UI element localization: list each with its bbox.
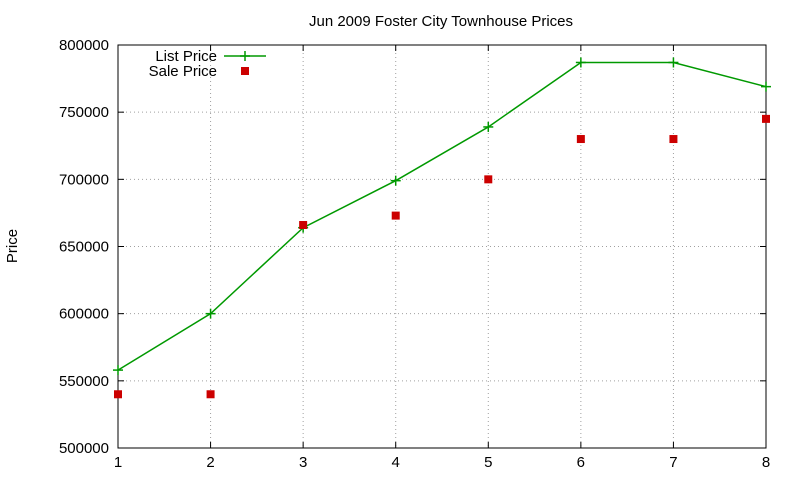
y-tick-label: 600000	[59, 306, 109, 323]
y-tick-label: 750000	[59, 104, 109, 121]
legend-sample-list-price	[224, 51, 266, 61]
legend-marker-sale-price	[241, 67, 249, 75]
legend-sample-sale-price	[241, 67, 249, 75]
x-tick-label: 7	[669, 454, 677, 471]
legend-marker-list-price	[240, 51, 250, 61]
data-point-sale-price	[762, 114, 770, 123]
series-layer	[113, 57, 771, 399]
x-tick-label: 6	[577, 454, 585, 471]
series-line-list-price	[117, 61, 767, 371]
y-tick-label: 550000	[59, 373, 109, 390]
x-tick-label: 8	[762, 454, 770, 471]
data-point-sale-price	[669, 135, 678, 144]
data-point-sale-price	[576, 135, 585, 144]
x-tick-label: 5	[484, 454, 492, 471]
x-tick-label: 3	[299, 454, 307, 471]
legend-label-sale-price: Sale Price	[149, 63, 217, 80]
y-tick-label: 500000	[59, 440, 109, 457]
series-list-price	[113, 57, 771, 376]
data-point-list-price	[205, 308, 216, 319]
data-point-sale-price	[299, 221, 308, 230]
axis-ticks: 500000 550000 600000 650000 700000 750000 8000…	[59, 37, 770, 471]
data-point-list-price	[113, 365, 123, 376]
y-tick-label: 650000	[59, 239, 109, 256]
y-tick-label: 800000	[59, 37, 109, 54]
data-point-sale-price	[391, 211, 400, 220]
x-tick-label: 4	[392, 454, 400, 471]
legend-label-list-price: List Price	[155, 48, 217, 65]
data-point-list-price	[761, 81, 771, 92]
data-point-sale-price	[484, 175, 493, 184]
chart-title: Jun 2009 Foster City Townhouse Prices	[309, 13, 573, 30]
x-tick-label: 2	[206, 454, 214, 471]
legend: List Price Sale Price	[149, 48, 266, 80]
grid-lines	[118, 45, 766, 448]
data-point-list-price	[483, 121, 494, 132]
data-point-sale-price	[206, 390, 215, 399]
x-tick-label: 1	[114, 454, 122, 471]
data-point-sale-price	[114, 390, 122, 399]
y-tick-label: 700000	[59, 171, 109, 188]
data-point-list-price	[390, 175, 401, 186]
data-point-list-price	[575, 57, 586, 68]
data-point-list-price	[668, 57, 679, 68]
series-sale-price	[114, 114, 770, 399]
y-axis-label: Price	[4, 229, 21, 263]
